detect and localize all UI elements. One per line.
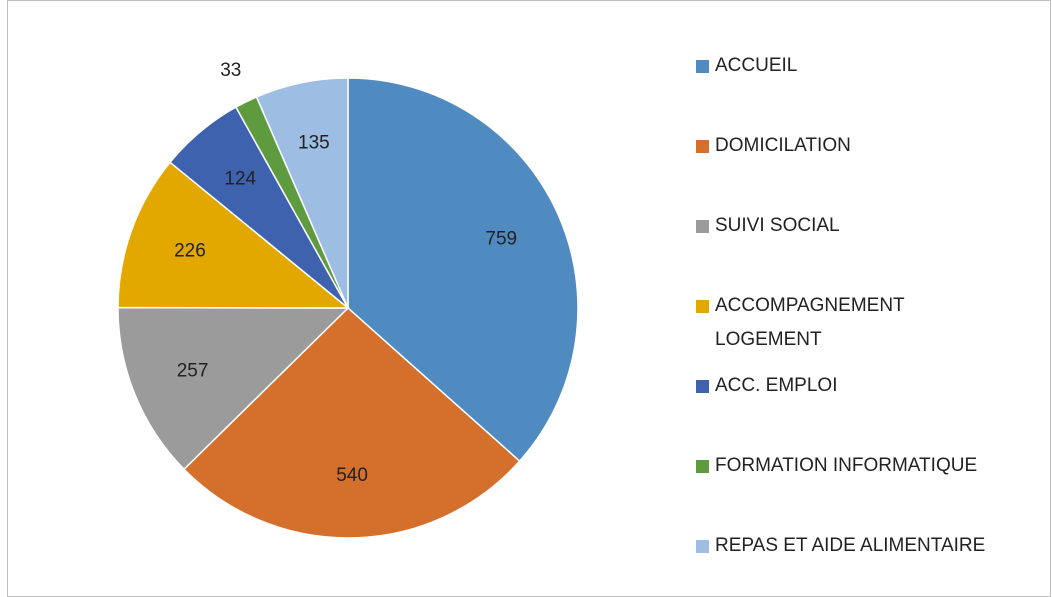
legend-label: ACC. EMPLOI [715, 375, 838, 396]
pie-slice [117, 161, 351, 309]
legend-item: ACCUEIL [696, 49, 1036, 83]
legend-label: ACCOMPAGNEMENT LOGEMENT [715, 295, 905, 350]
legend-swatch [696, 380, 709, 393]
data-label: 540 [336, 465, 368, 486]
legend-item: ACCOMPAGNEMENT LOGEMENT [696, 289, 926, 357]
legend-label: DOMICILATION [715, 135, 851, 156]
legend-item: DOMICILATION [696, 129, 1036, 163]
legend-item: ACC. EMPLOI [696, 369, 1036, 403]
data-label: 33 [220, 60, 241, 81]
pie-slice [255, 77, 349, 309]
data-label: 226 [174, 240, 206, 261]
legend-swatch [696, 220, 709, 233]
pie-slice [182, 306, 521, 539]
legend-label: REPAS ET AIDE ALIMENTAIRE [715, 535, 986, 556]
legend-label: FORMATION INFORMATIQUE [715, 455, 978, 476]
pie-slice [117, 306, 350, 471]
data-label: 135 [298, 133, 330, 154]
legend-swatch [696, 300, 709, 313]
data-label: 759 [485, 228, 517, 249]
legend-swatch [696, 540, 709, 553]
legend-item: SUIVI SOCIAL [696, 209, 1036, 243]
data-label: 124 [224, 168, 256, 189]
legend-item: REPAS ET AIDE ALIMENTAIRE [696, 529, 1036, 563]
data-label: 257 [177, 361, 209, 382]
legend-item: FORMATION INFORMATIQUE [696, 449, 1036, 483]
legend-swatch [696, 60, 709, 73]
pie-slice [347, 77, 579, 463]
legend-label: ACCUEIL [715, 55, 798, 76]
legend-label: SUIVI SOCIAL [715, 215, 840, 236]
legend-swatch [696, 140, 709, 153]
legend-swatch [696, 460, 709, 473]
